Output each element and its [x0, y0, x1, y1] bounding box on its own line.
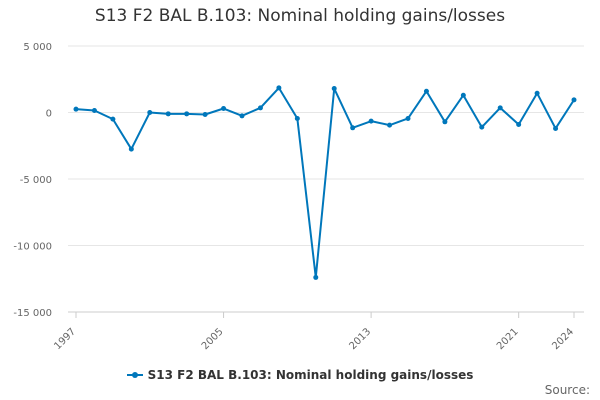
legend-item[interactable]: S13 F2 BAL B.103: Nominal holding gains/… [126, 368, 474, 382]
series-layer [73, 85, 577, 280]
data-point[interactable] [497, 105, 503, 111]
x-tick-label: 1997 [52, 326, 78, 352]
legend-label: S13 F2 BAL B.103: Nominal holding gains/… [147, 368, 474, 382]
data-point[interactable] [534, 90, 540, 96]
data-point[interactable] [257, 105, 263, 111]
y-tick-label: 5 000 [23, 42, 52, 53]
data-point[interactable] [110, 116, 116, 122]
x-tick-label: 2021 [495, 326, 521, 352]
y-tick-label: 0 [46, 109, 52, 120]
data-point[interactable] [202, 111, 208, 117]
data-point[interactable] [165, 111, 171, 117]
data-point[interactable] [331, 86, 337, 92]
x-tick-label: 2005 [200, 326, 226, 352]
y-tick-label: -15 000 [13, 308, 52, 319]
legend-swatch-icon [126, 372, 143, 378]
data-point[interactable] [387, 122, 393, 128]
data-point[interactable] [184, 111, 190, 117]
data-point[interactable] [239, 113, 245, 119]
data-point[interactable] [294, 115, 300, 121]
data-point[interactable] [147, 110, 153, 115]
data-point[interactable] [571, 97, 577, 103]
data-point[interactable] [423, 88, 429, 94]
x-tick-labels: 1997 2005 2013 2021 2024 [52, 312, 576, 352]
data-point[interactable] [313, 274, 319, 280]
data-point[interactable] [221, 106, 227, 112]
data-point[interactable] [553, 125, 559, 131]
data-point[interactable] [91, 108, 97, 114]
data-point[interactable] [516, 121, 522, 127]
data-point[interactable] [479, 124, 485, 130]
y-tick-labels: 5 000 0 -5 000 -10 000 -15 000 [13, 42, 52, 319]
x-tick-label: 2013 [347, 326, 373, 352]
data-point[interactable] [368, 118, 374, 124]
data-point[interactable] [73, 106, 79, 112]
legend: S13 F2 BAL B.103: Nominal holding gains/… [0, 365, 600, 382]
y-tick-label: -10 000 [13, 242, 52, 253]
series-line [75, 86, 575, 279]
chart-title: S13 F2 BAL B.103: Nominal holding gains/… [94, 6, 506, 26]
x-tick-label: 2024 [550, 326, 576, 352]
data-point[interactable] [442, 119, 448, 125]
data-point[interactable] [460, 92, 466, 98]
y-tick-label: -5 000 [20, 175, 52, 186]
source-label: Source: [544, 383, 590, 397]
data-point[interactable] [276, 85, 282, 91]
data-point[interactable] [128, 146, 134, 152]
data-point[interactable] [350, 125, 356, 131]
data-point[interactable] [405, 115, 411, 121]
